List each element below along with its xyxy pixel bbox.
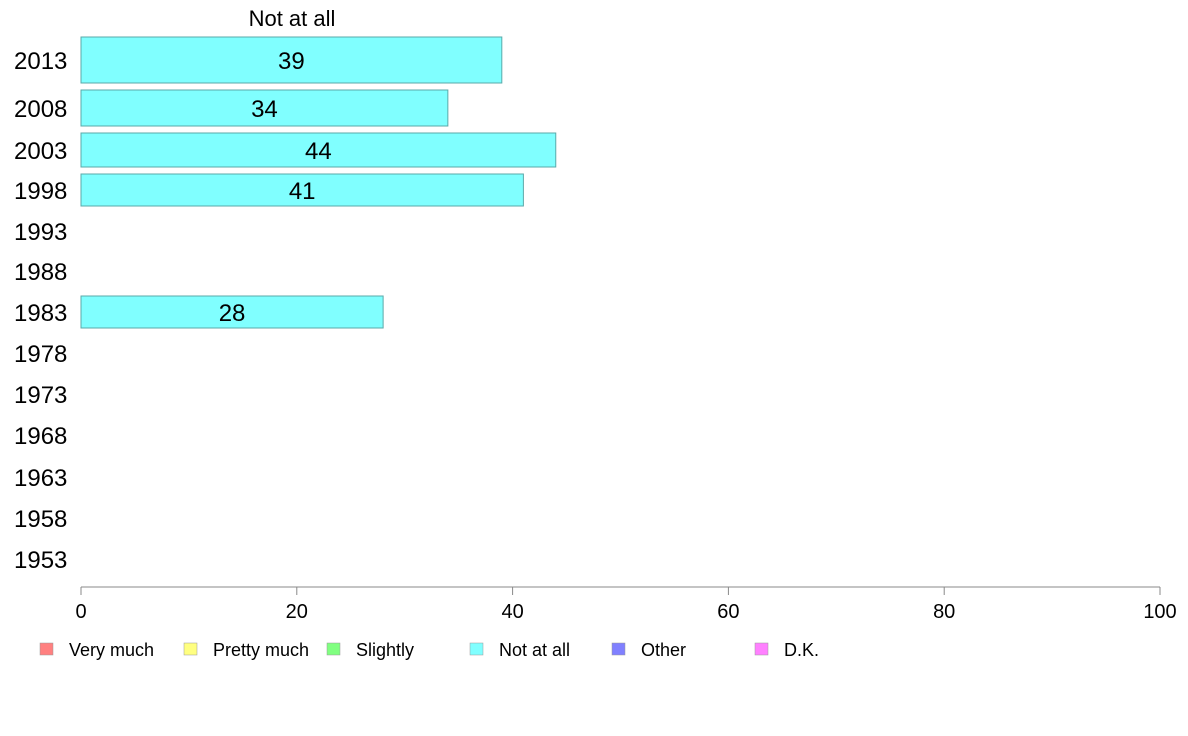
y-tick-label: 1993 [14,219,67,246]
legend-label: Other [641,640,686,660]
bar [80,36,503,84]
bar-value-label: 34 [251,96,278,123]
y-tick-label: 1983 [14,300,67,327]
legend-label: D.K. [784,640,819,660]
bar [80,89,449,127]
bar-value-label: 28 [219,300,246,327]
y-tick-label: 2003 [14,138,67,165]
legend-swatch [39,642,54,656]
y-tick-label: 1988 [14,259,67,286]
legend-label: Not at all [499,640,570,660]
y-tick-label: 2008 [14,96,67,123]
legend: Very much Pretty much Slightly Not at all Ot… [39,640,819,660]
y-tick-label: 1953 [14,547,67,574]
x-tick-label: 0 [75,601,86,623]
y-axis-labels: 2013 2008 2003 1998 1993 1988 1983 1978 1973 1968… [14,48,67,574]
y-tick-label: 1998 [14,178,67,205]
legend-swatch [183,642,198,656]
chart-title: Not at all [249,6,336,31]
legend-label: Very much [69,640,154,660]
x-tick-label: 40 [501,601,523,623]
x-axis: 0 20 40 60 80 100 [75,586,1177,623]
x-tick-label: 100 [1143,601,1176,623]
legend-swatch [469,642,484,656]
legend-swatch [326,642,341,656]
y-tick-label: 1973 [14,382,67,409]
bar-value-label: 39 [278,48,305,75]
legend-swatch [754,642,769,656]
y-tick-label: 1968 [14,423,67,450]
y-tick-label: 1978 [14,341,67,368]
legend-label: Pretty much [213,640,309,660]
bar [80,132,557,168]
bar [80,295,384,329]
legend-swatch [611,642,626,656]
y-tick-label: 2013 [14,48,67,75]
bar [80,173,524,207]
y-tick-label: 1958 [14,506,67,533]
x-tick-label: 60 [717,601,739,623]
legend-label: Slightly [356,640,414,660]
bar-value-label: 41 [289,178,316,205]
bar-value-label: 44 [305,138,332,165]
x-tick-label: 20 [286,601,308,623]
x-tick-label: 80 [933,601,955,623]
y-tick-label: 1963 [14,465,67,492]
